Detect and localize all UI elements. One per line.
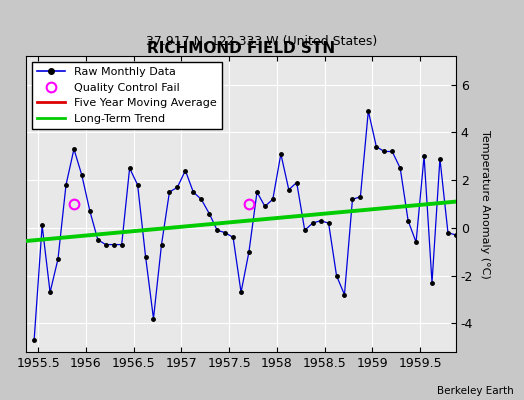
Text: 37.917 N, 122.333 W (United States): 37.917 N, 122.333 W (United States) <box>146 36 378 48</box>
Title: RICHMOND FIELD STN: RICHMOND FIELD STN <box>147 41 335 56</box>
Y-axis label: Temperature Anomaly (°C): Temperature Anomaly (°C) <box>480 130 490 278</box>
Text: Berkeley Earth: Berkeley Earth <box>437 386 514 396</box>
Legend: Raw Monthly Data, Quality Control Fail, Five Year Moving Average, Long-Term Tren: Raw Monthly Data, Quality Control Fail, … <box>32 62 222 129</box>
